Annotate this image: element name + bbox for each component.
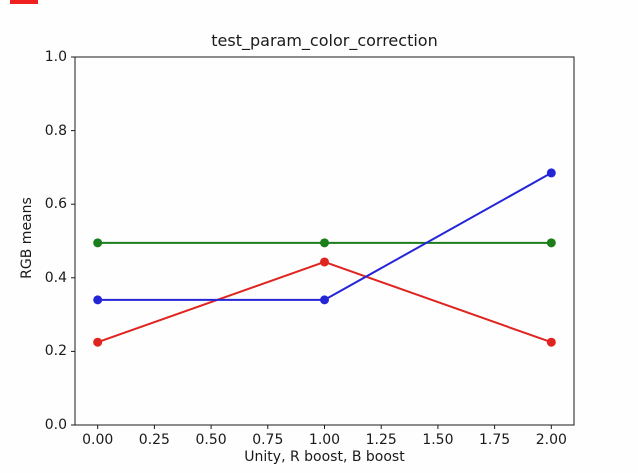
x-tick-label: 0.50 — [195, 432, 227, 448]
x-tick-label: 1.50 — [422, 432, 454, 448]
x-tick-label: 1.75 — [479, 432, 511, 448]
y-tick-label: 0.8 — [44, 122, 67, 139]
x-tick-label: 0.75 — [252, 432, 284, 448]
y-tick-label: 0.0 — [44, 417, 67, 433]
recording-indicator-strip — [10, 0, 38, 4]
data-point-blue-channel-mean — [320, 295, 329, 305]
y-tick-label: 1.0 — [44, 49, 67, 65]
series-line-blue-channel-mean — [96, 171, 553, 301]
x-tick-label: 1.00 — [308, 432, 341, 448]
x-tick-label: 0.25 — [138, 432, 170, 448]
data-point-red-channel-mean — [320, 257, 329, 267]
data-point-blue-channel-mean — [93, 295, 103, 305]
y-tick-label: 0.4 — [44, 269, 67, 286]
x-tick-label: 1.25 — [365, 432, 397, 448]
data-point-green-channel-mean — [320, 238, 329, 248]
x-tick-label: 0.00 — [82, 432, 114, 448]
data-point-blue-channel-mean — [546, 168, 556, 178]
data-point-red-channel-mean — [93, 337, 103, 347]
x-tick-label: 2.00 — [535, 432, 567, 448]
x-axis-label: Unity, R boost, B boost — [244, 449, 405, 465]
y-tick-label: 0.6 — [44, 196, 67, 213]
data-point-red-channel-mean — [546, 337, 556, 347]
y-tick-label: 0.2 — [44, 343, 67, 360]
data-point-green-channel-mean — [93, 238, 103, 248]
data-point-green-channel-mean — [546, 238, 556, 248]
chart-title: test_param_color_correction — [211, 31, 438, 50]
